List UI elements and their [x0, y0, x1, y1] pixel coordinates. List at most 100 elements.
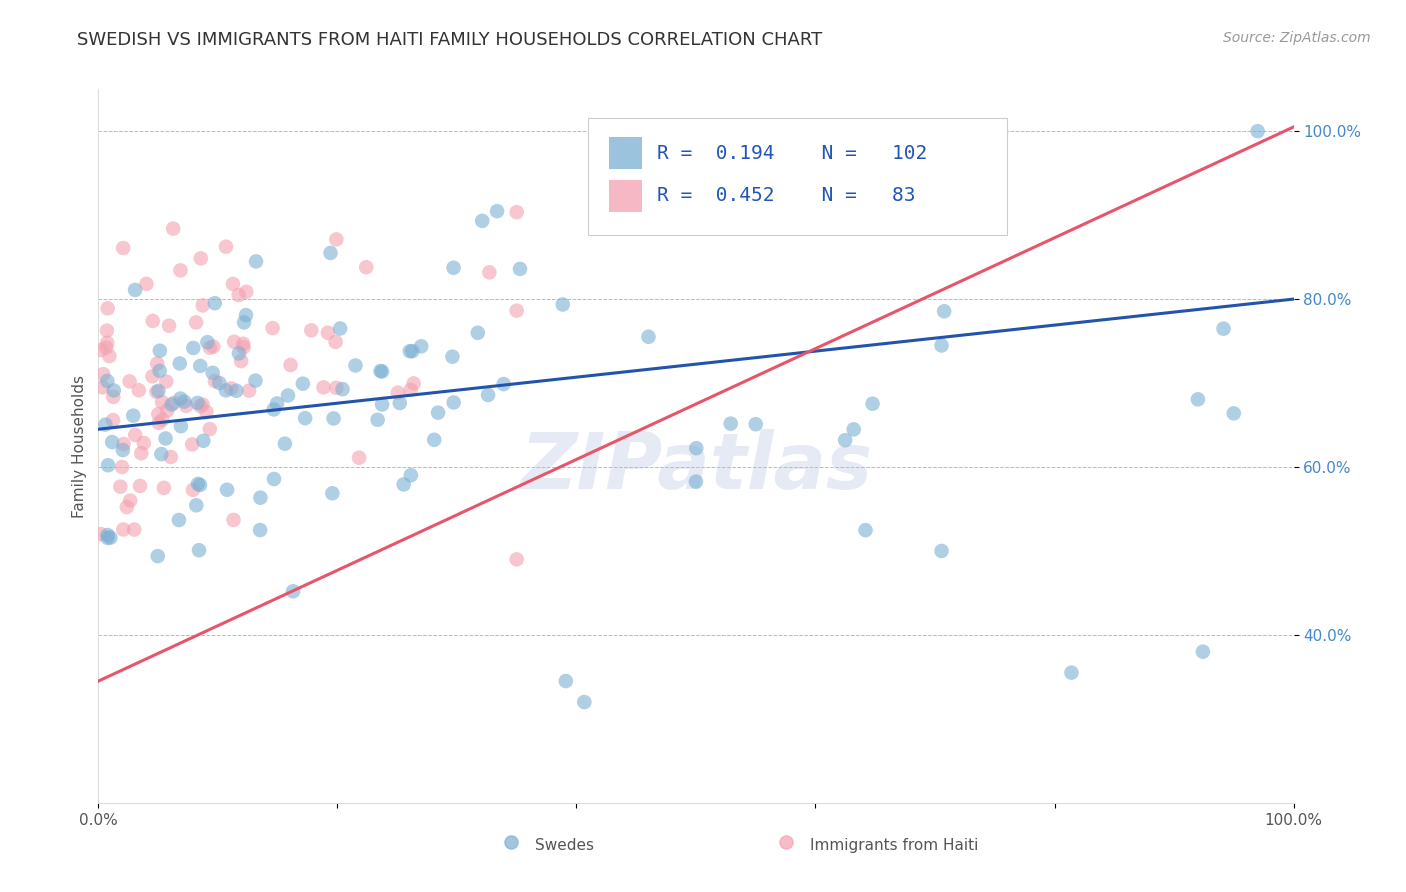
Point [1060, 665, 1083, 680]
Point [637, 330, 659, 344]
Point [149, 343, 172, 358]
Point [118, 375, 141, 389]
Point [931, 338, 953, 352]
Point [103, 390, 125, 404]
Point [219, 381, 242, 395]
Point [280, 358, 302, 372]
Point [354, 260, 377, 275]
Point [322, 411, 344, 425]
Point [97, 531, 120, 545]
Text: R =  0.452    N =   83: R = 0.452 N = 83 [657, 186, 915, 205]
Point [478, 265, 501, 279]
Point [399, 468, 422, 483]
Point [170, 419, 193, 434]
Point [294, 411, 316, 425]
Point [169, 263, 191, 277]
Point [184, 315, 207, 329]
Point [187, 476, 209, 491]
Point [204, 296, 226, 310]
Point [344, 359, 367, 373]
Point [142, 314, 165, 328]
Point [224, 334, 246, 349]
Point [111, 443, 134, 458]
Point [181, 483, 204, 497]
Y-axis label: Family Households: Family Households [72, 375, 87, 517]
Text: SWEDISH VS IMMIGRANTS FROM HAITI FAMILY HOUSEHOLDS CORRELATION CHART: SWEDISH VS IMMIGRANTS FROM HAITI FAMILY … [77, 31, 823, 49]
Point [398, 344, 420, 359]
Point [90, 527, 112, 541]
Point [554, 674, 576, 689]
Point [162, 221, 184, 235]
Text: Swedes: Swedes [534, 838, 593, 853]
Point [245, 374, 267, 388]
Point [156, 403, 179, 417]
Point [100, 531, 122, 545]
Point [506, 552, 529, 566]
FancyBboxPatch shape [589, 118, 1007, 235]
Point [181, 341, 204, 355]
Point [96, 341, 118, 355]
Point [202, 339, 225, 353]
Text: ZIPatlas: ZIPatlas [520, 429, 872, 506]
Point [167, 513, 190, 527]
Point [94, 417, 117, 432]
Point [1187, 392, 1209, 407]
Point [486, 204, 509, 219]
Point [157, 318, 180, 333]
Point [274, 436, 297, 450]
Point [1247, 124, 1270, 138]
Point [388, 396, 411, 410]
Point [325, 232, 347, 246]
Point [193, 434, 215, 448]
Point [141, 369, 163, 384]
Point [249, 523, 271, 537]
Point [277, 388, 299, 402]
Point [716, 206, 738, 220]
Point [1192, 645, 1215, 659]
Point [235, 285, 257, 299]
Point [934, 304, 956, 318]
Text: Source: ZipAtlas.com: Source: ZipAtlas.com [1223, 31, 1371, 45]
Point [204, 374, 226, 388]
Point [149, 364, 172, 378]
Point [319, 246, 342, 260]
Point [155, 375, 177, 389]
Point [423, 433, 446, 447]
Point [160, 398, 183, 412]
Point [163, 396, 186, 410]
Point [312, 380, 335, 394]
Point [441, 350, 464, 364]
Point [90, 343, 112, 357]
Point [402, 376, 425, 391]
Point [477, 388, 499, 402]
Point [169, 356, 191, 370]
Point [188, 359, 211, 373]
Point [387, 385, 409, 400]
Point [249, 491, 271, 505]
Point [855, 523, 877, 537]
Point [150, 395, 173, 409]
Point [96, 335, 118, 350]
Point [427, 406, 450, 420]
Point [146, 549, 169, 563]
Point [222, 513, 245, 527]
Point [201, 366, 224, 380]
Point [1212, 321, 1234, 335]
Point [332, 382, 354, 396]
Point [191, 398, 214, 412]
Point [347, 450, 370, 465]
Point [186, 396, 208, 410]
Point [492, 377, 515, 392]
Point [96, 324, 118, 338]
Point [198, 341, 221, 355]
Text: R =  0.194    N =   102: R = 0.194 N = 102 [657, 144, 927, 162]
Point [186, 498, 208, 512]
Point [96, 528, 118, 542]
Point [471, 214, 494, 228]
Point [834, 433, 856, 447]
Point [232, 336, 254, 351]
FancyBboxPatch shape [609, 137, 643, 169]
Point [245, 254, 267, 268]
Point [208, 376, 231, 390]
Point [321, 486, 343, 500]
